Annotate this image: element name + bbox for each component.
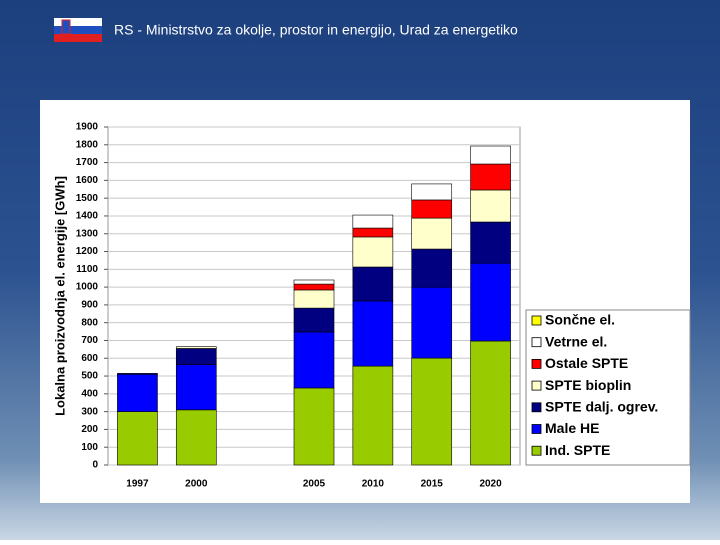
x-tick-label: 2020: [479, 479, 502, 490]
x-tick-label: 2005: [303, 479, 326, 490]
bar-segment: [175, 409, 217, 466]
bar-segment: [470, 145, 511, 165]
x-tick-label: 2010: [362, 479, 385, 490]
bar-segment: [293, 283, 335, 291]
legend-label: Ostale SPTE: [545, 355, 628, 371]
bar-segment: [470, 221, 511, 264]
y-tick-label: 0: [92, 460, 98, 471]
flag: [54, 18, 102, 42]
y-tick-label: 700: [81, 335, 98, 346]
bar-segment: [470, 189, 511, 223]
legend-swatch: [531, 380, 542, 391]
bar-segment: [175, 346, 217, 349]
legend-label: Ind. SPTE: [545, 442, 610, 458]
legend-swatch: [531, 445, 542, 456]
bar-segment: [117, 373, 158, 412]
y-tick-label: 1500: [76, 193, 99, 204]
legend-swatch: [531, 358, 542, 369]
legend-swatch: [531, 424, 542, 434]
y-tick-label: 1600: [76, 175, 99, 186]
header-title: RS - Ministrstvo za okolje, prostor in e…: [114, 22, 518, 38]
y-tick-label: 900: [81, 300, 98, 311]
bar-segment: [117, 411, 158, 466]
y-tick-label: 1700: [76, 157, 99, 168]
bar-segment: [411, 183, 453, 201]
bar-segment: [470, 340, 511, 466]
bar-segment: [352, 236, 394, 268]
y-tick-label: 600: [81, 353, 98, 364]
bar-segment: [411, 248, 453, 288]
bar-segment: [411, 357, 453, 466]
bar-segment: [411, 199, 453, 219]
bar-segment: [352, 266, 394, 302]
y-tick-label: 200: [81, 424, 98, 435]
bar-segment: [352, 227, 394, 238]
y-tick-label: 100: [81, 442, 98, 453]
y-tick-label: 1400: [76, 211, 99, 222]
y-tick-label: 1900: [76, 122, 99, 133]
legend-label: Sončne el.: [545, 312, 615, 328]
y-tick-label: 1300: [76, 228, 99, 239]
bar-segment: [411, 217, 453, 250]
legend-label: Male HE: [545, 420, 599, 436]
legend-label: SPTE dalj. ogrev.: [545, 399, 658, 415]
bar-segment: [352, 365, 394, 466]
bar-segment: [175, 364, 217, 411]
bar-segment: [352, 214, 394, 229]
y-tick-label: 400: [81, 388, 98, 399]
bar-segment: [293, 307, 335, 333]
y-axis-label: Lokalna proizvodnja el. energije [GWh]: [52, 176, 67, 416]
bar-segment: [293, 331, 335, 389]
bar-segment: [293, 387, 335, 466]
y-tick-label: 1000: [76, 282, 99, 293]
y-tick-label: 300: [81, 406, 98, 417]
legend: [525, 309, 691, 466]
bar-segment: [411, 286, 453, 359]
y-tick-label: 800: [81, 317, 98, 328]
y-tick-label: 500: [81, 371, 98, 382]
x-tick-label: 2000: [185, 479, 208, 490]
legend-swatch: [531, 315, 542, 326]
y-tick-label: 1100: [76, 264, 98, 275]
bar-segment: [470, 262, 511, 342]
y-tick-label: 1200: [76, 246, 99, 257]
bar-segment: [293, 289, 335, 309]
legend-label: Vetrne el.: [545, 333, 607, 349]
bar-segment: [117, 373, 158, 375]
x-tick-label: 1997: [126, 479, 149, 490]
bar-segment: [175, 348, 217, 365]
legend-swatch: [531, 337, 542, 348]
legend-swatch: [531, 402, 542, 413]
bar-segment: [470, 163, 511, 191]
x-tick-label: 2015: [421, 479, 444, 490]
bar-segment: [293, 279, 335, 285]
y-tick-label: 1800: [76, 139, 99, 150]
legend-label: SPTE bioplin: [545, 377, 631, 393]
bar-segment: [352, 300, 394, 367]
